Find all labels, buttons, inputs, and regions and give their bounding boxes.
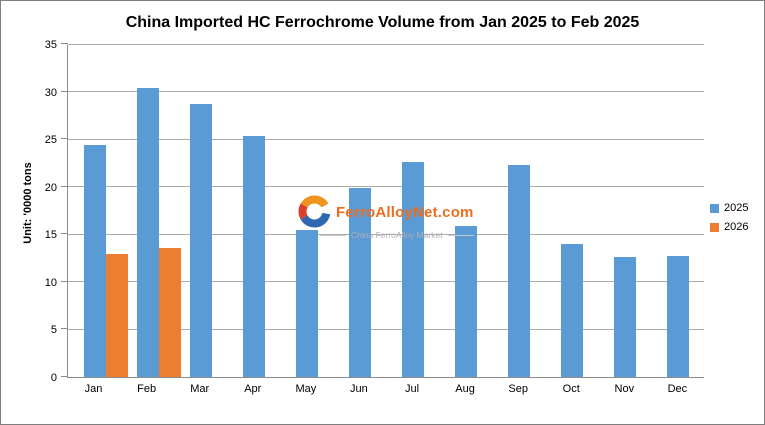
bar-series-container [68,45,704,377]
y-tick-label-15: 15 [44,229,57,242]
bar-2025-apr [242,136,265,377]
watermark-brand-text: FerroAlloyNet.com [336,203,474,221]
watermark-right-rule [447,234,474,236]
category-slot-apr [227,45,280,377]
x-label-jul: Jul [404,383,420,395]
bar-2025-may [295,229,318,377]
category-slot-nov [598,45,651,377]
bar-2025-aug [454,225,477,377]
y-tick-mark-25 [61,138,68,140]
x-label-sep: Sep [508,383,528,395]
watermark-tagline-text: China FerroAlloy Market [351,230,443,240]
plot-area [61,43,704,378]
watermark: FerroAlloyNet.com China FerroAlloy Marke… [298,195,478,240]
bar-2025-jan [83,144,106,377]
x-label-jun: Jun [350,383,368,395]
y-tick-label-20: 20 [44,181,57,194]
watermark-top-row: FerroAlloyNet.com [298,195,478,229]
ferroalloynet-swirl-icon [298,195,331,228]
x-label-feb: Feb [137,383,157,395]
gridline-20 [68,186,704,188]
bar-2025-mar [189,103,212,377]
legend-item-2026: 2026 [710,221,748,234]
x-label-jan: Jan [84,383,103,395]
gridline-5 [68,328,704,330]
gridline-30 [68,91,704,93]
category-slot-sep [492,45,545,377]
watermark-left-rule [320,234,346,236]
category-slot-jun [333,45,386,377]
bar-2025-feb [136,87,159,377]
legend-label-2026: 2026 [724,221,749,233]
x-label-mar: Mar [190,383,210,395]
category-slot-feb [121,45,181,377]
legend-label-2025: 2025 [724,202,749,214]
x-label-may: May [295,383,317,395]
y-tick-mark-30 [61,90,68,92]
bar-2026-jan [105,254,128,377]
y-tick-mark-20 [61,185,68,187]
category-slot-mar [174,45,227,377]
category-slot-dec [651,45,704,377]
bar-2025-oct [560,243,583,377]
gridline-35 [68,43,704,45]
y-tick-label-5: 5 [50,324,57,337]
legend-swatch-2025 [710,204,719,213]
legend-item-2025: 2025 [710,202,748,215]
legend: 2025 2026 [710,202,748,240]
x-label-dec: Dec [667,383,688,395]
y-tick-label-25: 25 [44,134,57,147]
gridline-25 [68,138,704,140]
watermark-tagline-row: China FerroAlloy Market [320,230,478,240]
gridline-15 [68,233,704,235]
y-tick-label-30: 30 [44,86,57,99]
category-slot-aug [439,45,492,377]
category-slot-may [280,45,333,377]
y-tick-mark-5 [61,328,68,330]
y-tick-label-35: 35 [44,39,57,51]
bar-2025-nov [613,257,636,377]
bar-2025-dec [666,256,689,377]
bar-2025-sep [507,164,530,377]
category-slot-jan [68,45,128,377]
y-tick-mark-10 [61,280,68,282]
bar-2025-jul [401,161,424,377]
x-label-nov: Nov [614,383,635,395]
x-label-oct: Oct [562,383,580,395]
category-slot-oct [545,45,598,377]
x-label-apr: Apr [244,383,262,395]
y-tick-mark-35 [61,43,68,44]
category-slot-jul [386,45,439,377]
chart-title: China Imported HC Ferrochrome Volume fro… [125,14,640,31]
bar-2025-jun [348,187,371,377]
y-tick-label-10: 10 [44,276,57,289]
x-label-aug: Aug [455,383,475,395]
gridline-10 [68,281,704,283]
y-tick-mark-15 [61,233,68,235]
y-tick-mark-0 [61,376,68,377]
y-tick-label-0: 0 [50,372,57,384]
bar-2026-feb [158,247,181,377]
x-axis-labels: Jan Feb Mar Apr May Jun Jul Aug Sep Oct Nov Dec [67,383,704,395]
y-axis-tick-labels: 0 5 10 15 20 25 30 35 [31,39,57,384]
legend-swatch-2026 [710,223,719,232]
